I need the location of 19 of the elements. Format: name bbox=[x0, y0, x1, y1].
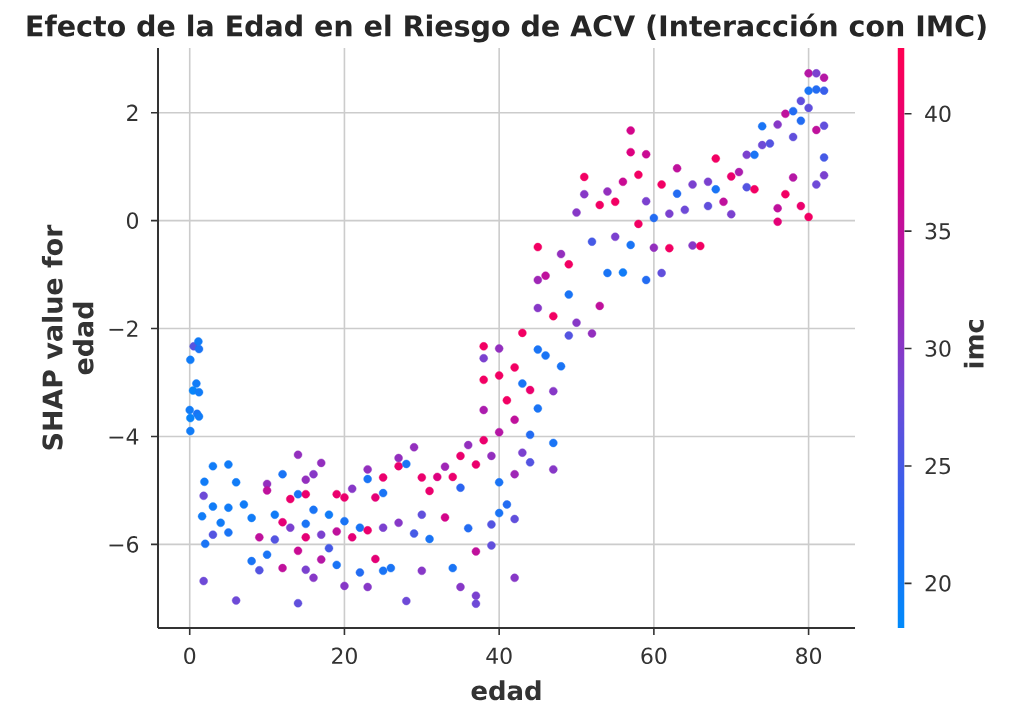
x-tick-label: 80 bbox=[796, 647, 822, 665]
x-tick-label: 0 bbox=[184, 647, 196, 665]
x-tick-label: 40 bbox=[486, 647, 512, 665]
color-bar-label: 40 bbox=[925, 105, 951, 123]
y-tick-label: 2 bbox=[127, 104, 138, 121]
y-axis-title: SHAP value for edad bbox=[41, 224, 94, 450]
color-bar-label: 30 bbox=[925, 340, 951, 357]
x-axis-title: edad bbox=[471, 680, 541, 701]
y-tick-label: −4 bbox=[109, 428, 139, 445]
x-tick-label: 60 bbox=[641, 647, 667, 665]
color-bar-label: 35 bbox=[925, 222, 951, 240]
x-tick-label: 20 bbox=[332, 647, 357, 665]
y-tick-label: 0 bbox=[126, 212, 139, 229]
y-tick-label: −2 bbox=[109, 320, 138, 337]
chart-title: Efecto de la Edad en el Riesgo de ACV (Interacción con IMC) bbox=[27, 13, 986, 43]
color-bar-label: 25 bbox=[925, 457, 951, 475]
color-bar-title: imc bbox=[963, 319, 984, 368]
color-bar-label: 20 bbox=[925, 575, 951, 592]
y-tick-label: −6 bbox=[109, 536, 139, 553]
